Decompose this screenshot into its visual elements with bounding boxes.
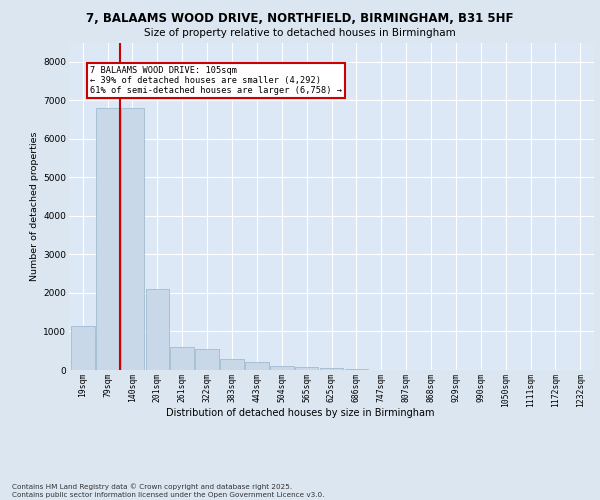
Bar [195, 349, 219, 370]
Bar [295, 367, 319, 370]
Bar [344, 369, 368, 370]
Text: 7 BALAAMS WOOD DRIVE: 105sqm
← 39% of detached houses are smaller (4,292)
61% of: 7 BALAAMS WOOD DRIVE: 105sqm ← 39% of de… [89, 66, 341, 96]
Bar [220, 359, 244, 370]
Text: Contains HM Land Registry data © Crown copyright and database right 2025.
Contai: Contains HM Land Registry data © Crown c… [12, 484, 325, 498]
Text: Size of property relative to detached houses in Birmingham: Size of property relative to detached ho… [144, 28, 456, 38]
Bar [146, 289, 169, 370]
Bar [245, 362, 269, 370]
Bar [270, 366, 293, 370]
Bar [96, 108, 119, 370]
Y-axis label: Number of detached properties: Number of detached properties [30, 132, 39, 281]
Text: 7, BALAAMS WOOD DRIVE, NORTHFIELD, BIRMINGHAM, B31 5HF: 7, BALAAMS WOOD DRIVE, NORTHFIELD, BIRMI… [86, 12, 514, 26]
Text: Distribution of detached houses by size in Birmingham: Distribution of detached houses by size … [166, 408, 434, 418]
Bar [121, 108, 144, 370]
Bar [170, 347, 194, 370]
Bar [71, 326, 95, 370]
Bar [320, 368, 343, 370]
